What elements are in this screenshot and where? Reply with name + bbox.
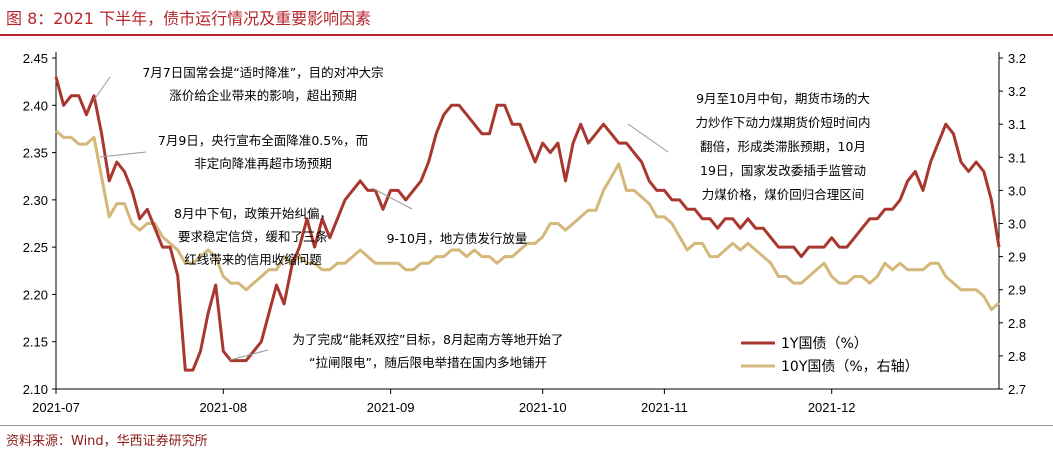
right-tick-label: 2.9 [1008,250,1026,265]
right-tick-label: 3.1 [1008,117,1026,132]
right-tick-label: 2.8 [1008,349,1026,364]
footer-divider [0,425,1053,426]
left-tick-label: 2.20 [23,287,48,302]
annotation-leader-line [229,349,269,361]
annotation-text: “拉闸限电”，随后限电举措在国内多地铺开 [309,355,547,370]
annotation-text: 9-10月，地方债发行放量 [387,231,528,246]
annotation-leader-line [93,76,111,101]
annotation-text: 7月7日国常会提“适时降准”，目的对冲大宗 [142,65,383,80]
annotation-text: 8月中下旬，政策开始纠偏， [174,206,332,221]
series-10y-line [55,129,1000,312]
annotation-leader-line [371,187,413,210]
line-chart: 2.102.152.202.252.302.352.402.45 2.72.82… [23,51,1026,415]
x-tick-label: 2021-07 [32,400,80,415]
annotation-leader-line [627,123,669,153]
annotation-text: 翻倍，形成类滞胀预期，10月 [700,139,866,154]
right-tick-label: 3.2 [1008,84,1026,99]
right-y-axis: 2.7 2.8 2.8 2.9 2.9 3.0 3.0 3.1 3.1 3.2 3.2 [999,51,1026,397]
x-tick-label: 2021-08 [199,400,247,415]
annotation-text: 力炒作下动力煤期货价短时间内 [695,115,870,130]
x-tick-label: 2021-10 [519,400,567,415]
source-note: 资料来源：Wind，华西证券研究所 [6,434,208,449]
right-tick-label: 2.8 [1008,316,1026,331]
right-tick-label: 3.1 [1008,150,1026,165]
right-tick-label: 3.0 [1008,183,1026,198]
left-tick-label: 2.40 [23,98,48,113]
right-tick-label: 2.9 [1008,283,1026,298]
legend-label: 10Y国债（%，右轴） [781,359,919,375]
left-tick-label: 2.30 [23,193,48,208]
left-tick-label: 2.35 [23,146,48,161]
x-tick-label: 2021-11 [641,400,688,415]
annotation-text: 9月至10月中旬，期货市场的大 [696,91,870,106]
annotation-text: 涨价给企业带来的影响，超出预期 [169,88,357,103]
annotation-text: 力煤价格，煤价回归合理区间 [702,187,865,202]
left-y-axis: 2.10 2.15 2.20 2.25 2.30 2.35 2.40 2.45 [23,51,56,397]
left-tick-label: 2.45 [23,51,48,66]
title-divider [0,34,1053,36]
left-tick-label: 2.15 [23,335,48,350]
x-tick-label: 2021-12 [808,400,856,415]
left-tick-label: 2.25 [23,240,48,255]
right-tick-label: 3.0 [1008,217,1026,232]
legend-label: 1Y国债（%） [781,336,868,352]
annotation-text: 7月9日，央行宣布全面降准0.5%，而 [158,133,368,148]
annotation-text: 红线带来的信用收缩问题 [184,252,322,267]
annotation-leader-line [99,151,147,158]
x-axis: 2021-07 2021-08 2021-09 2021-10 2021-11 2021-… [32,389,856,415]
x-tick-label: 2021-09 [367,400,415,415]
page-title: 图 8：2021 下半年，债市运行情况及重要影响因素 [6,9,372,28]
annotation-text: 为了完成“能耗双控”目标，8月起南方等地开始了 [293,332,564,347]
left-tick-label: 2.10 [23,382,48,397]
annotation-text: 非定向降准再超市场预期 [194,156,332,171]
annotation-text: 19日，国家发改委插手监管动 [700,163,866,178]
right-tick-label: 3.2 [1008,51,1026,66]
right-tick-label: 2.7 [1008,382,1026,397]
chart-legend: 1Y国债（%） 10Y国债（%，右轴） [741,336,919,375]
series-1y-line [54,76,1001,372]
annotation-text: 要求稳定信贷，缓和了三条 [178,229,329,244]
